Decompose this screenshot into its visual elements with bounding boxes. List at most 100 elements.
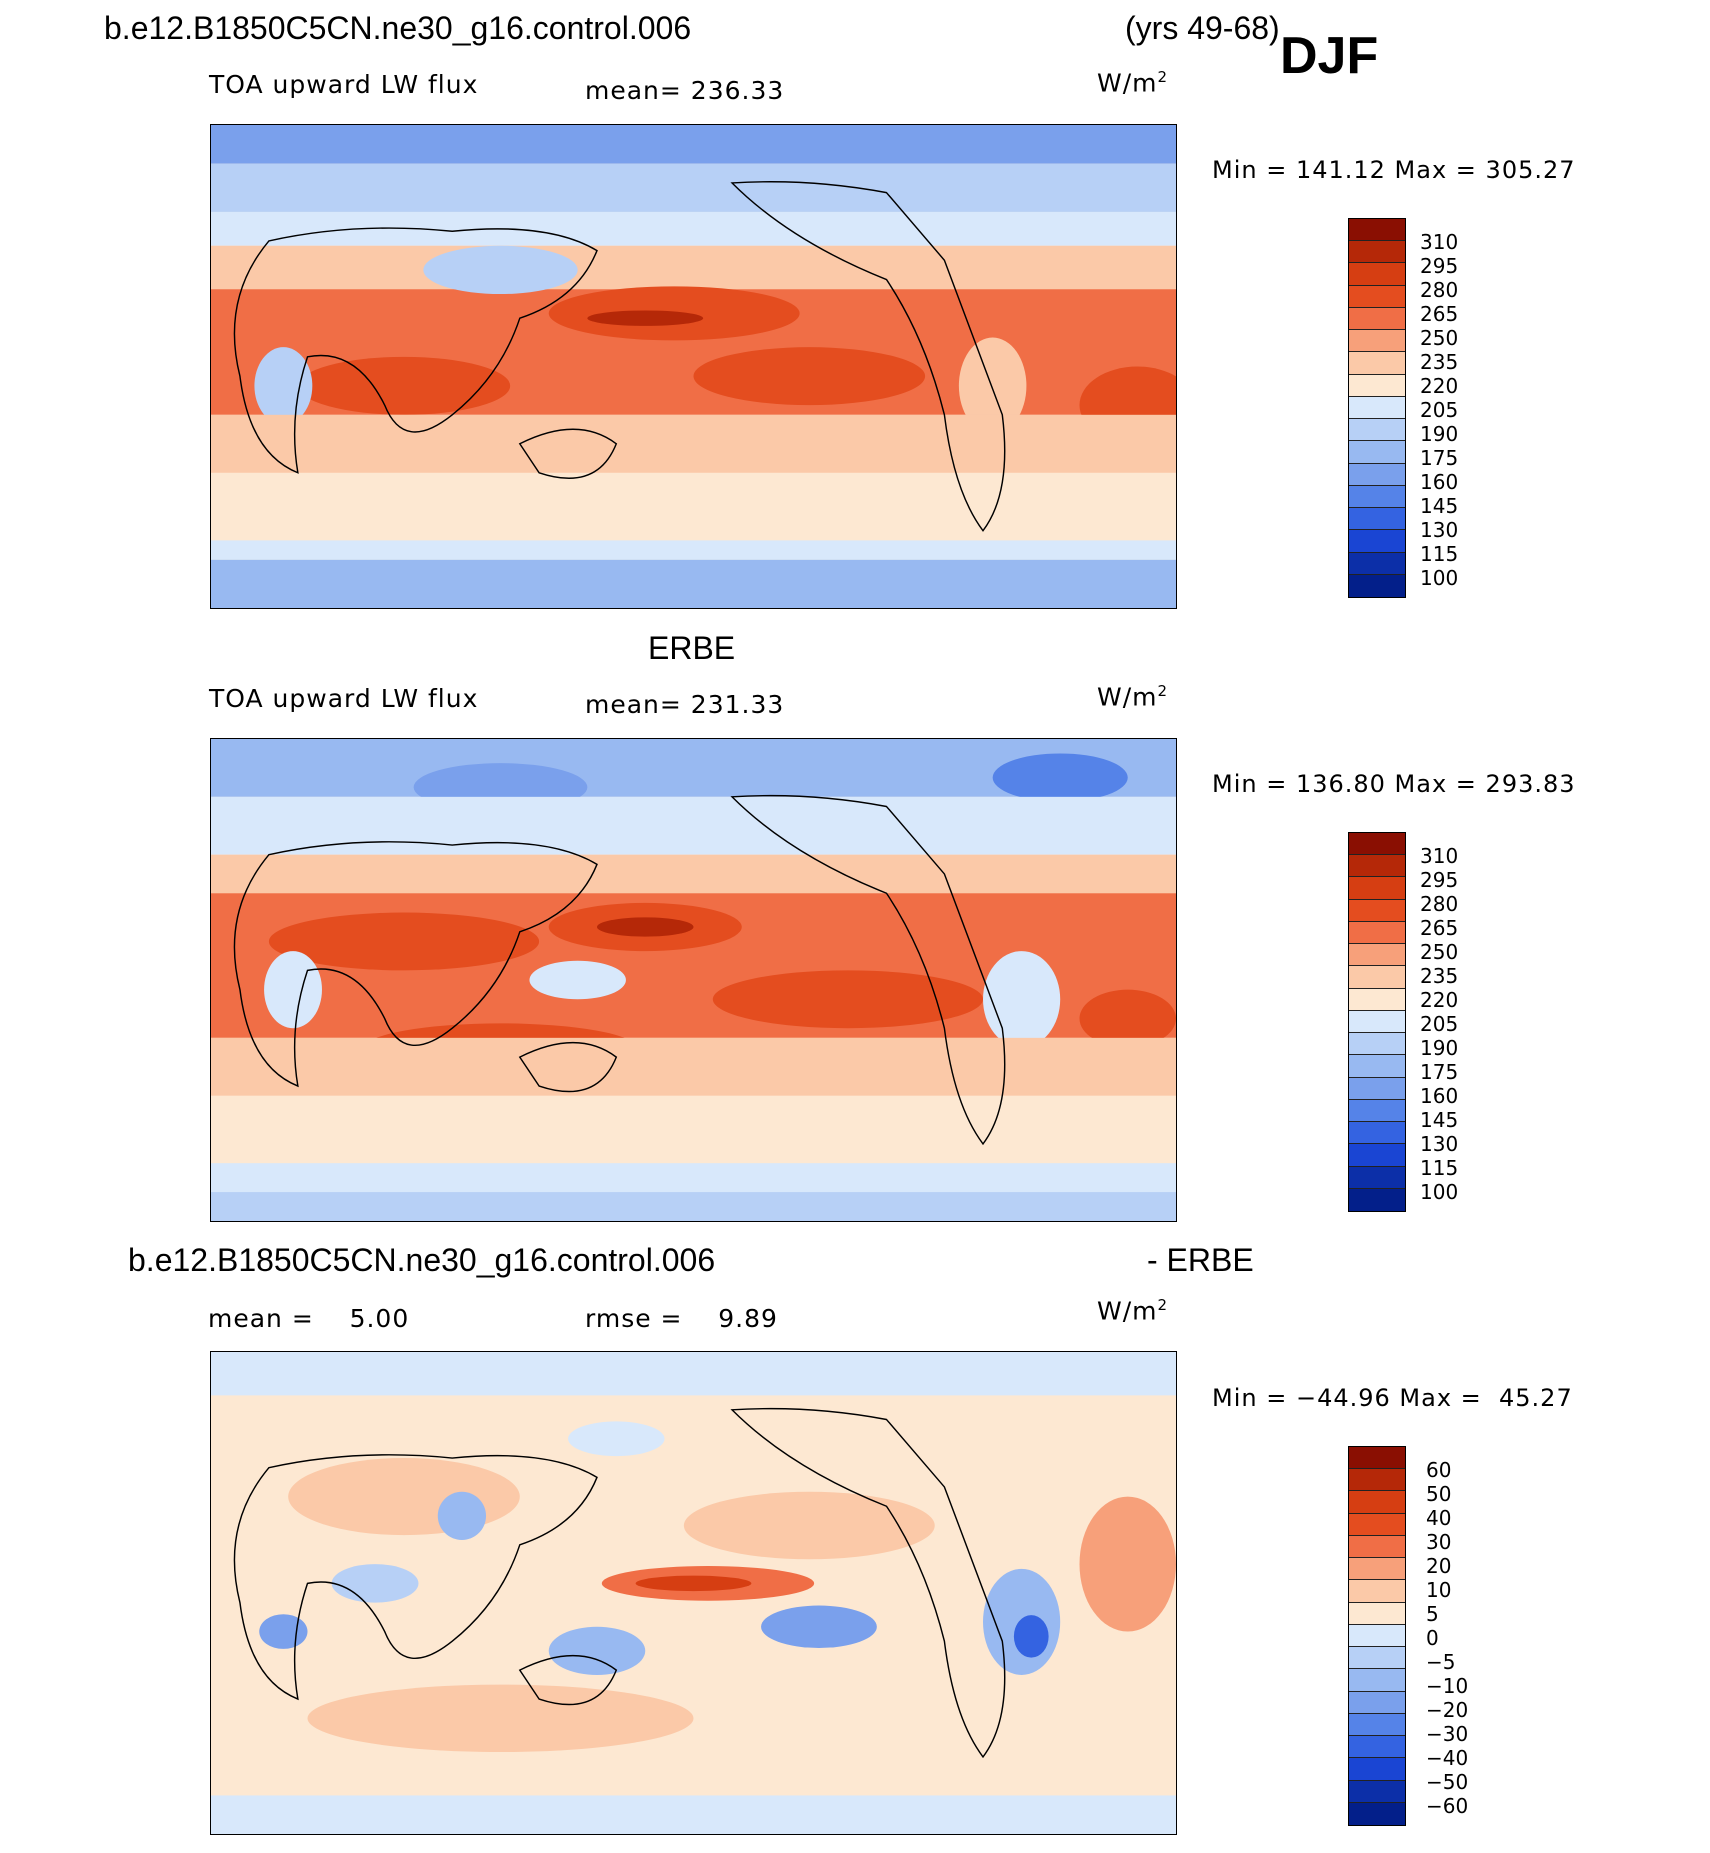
colorbar-tick: 160 [1420,1084,1459,1108]
panel2-map [210,738,1177,1222]
colorbar-tick: 250 [1420,940,1459,964]
colorbar-swatch [1349,307,1405,331]
colorbar-tick: 100 [1420,1180,1459,1204]
colorbar-swatch [1349,508,1405,531]
colorbar-swatch [1349,988,1405,1011]
panel1-minmax: Min = 141.12 Max = 305.27 [1212,156,1576,184]
colorbar-tick: 205 [1420,398,1459,422]
colorbar-swatch [1349,552,1405,575]
colorbar-tick: 160 [1420,470,1459,494]
colorbar-tick: 265 [1420,302,1459,326]
panel3-units: W/m2 [1097,1296,1169,1326]
colorbar-swatch [1349,485,1405,509]
colorbar-tick: 190 [1420,1036,1459,1060]
colorbar-tick: 5 [1426,1602,1439,1626]
panel3-minmax: Min = −44.96 Max = 45.27 [1212,1384,1573,1412]
colorbar-swatch [1349,1010,1405,1034]
panel1-colorbar-labels: 310 295 280 265 250 235 220 205 190 175 … [1420,230,1458,590]
panel2-colorbar-labels: 310 295 280 265 250 235 220 205 190 175 … [1420,844,1458,1204]
panel3-colorbar [1348,1446,1406,1826]
colorbar-tick: 175 [1420,1060,1459,1084]
colorbar-tick: 60 [1426,1458,1452,1482]
colorbar-swatch [1349,1188,1405,1211]
panel3-map [210,1351,1177,1835]
colorbar-tick: −40 [1426,1746,1469,1770]
colorbar-tick: 130 [1420,1132,1459,1156]
panel3-rmse: rmse = 9.89 [585,1304,778,1333]
colorbar-tick: 250 [1420,326,1459,350]
colorbar-swatch [1349,966,1405,989]
colorbar-swatch [1349,1624,1405,1648]
colorbar-swatch [1349,352,1405,375]
colorbar-swatch [1349,396,1405,420]
colorbar-tick: 280 [1420,278,1459,302]
season-label: DJF [1280,27,1379,85]
colorbar-swatch [1349,374,1405,397]
colorbar-swatch [1349,1802,1405,1825]
panel3-mean: mean = 5.00 [208,1304,410,1333]
panel2-mean: mean= 231.33 [585,690,785,719]
panel2-title: ERBE [648,630,736,666]
colorbar-tick: 145 [1420,494,1459,518]
colorbar-swatch [1349,833,1405,856]
panel1-units: W/m2 [1097,68,1169,98]
colorbar-tick: 145 [1420,1108,1459,1132]
colorbar-swatch [1349,1535,1405,1559]
colorbar-swatch [1349,1602,1405,1625]
colorbar-tick: 115 [1420,542,1459,566]
colorbar-tick: 265 [1420,916,1459,940]
colorbar-tick: 310 [1420,844,1459,868]
colorbar-tick: 235 [1420,350,1459,374]
panel1-mean: mean= 236.33 [585,76,785,105]
colorbar-swatch [1349,1491,1405,1514]
years-label: (yrs 49-68) [1125,10,1280,46]
colorbar-swatch [1349,1447,1405,1470]
colorbar-swatch [1349,241,1405,264]
colorbar-swatch [1349,1647,1405,1670]
colorbar-tick: 220 [1420,988,1459,1012]
colorbar-swatch [1349,1513,1405,1536]
colorbar-swatch [1349,419,1405,442]
colorbar-swatch [1349,219,1405,242]
panel2-variable: TOA upward LW flux [209,684,479,713]
colorbar-swatch [1349,1099,1405,1123]
colorbar-tick: 50 [1426,1482,1452,1506]
colorbar-swatch [1349,1122,1405,1145]
colorbar-tick: 190 [1420,422,1459,446]
colorbar-swatch [1349,1691,1405,1714]
colorbar-tick: 175 [1420,446,1459,470]
panel1-colorbar [1348,218,1406,598]
colorbar-tick: 0 [1426,1626,1439,1650]
colorbar-swatch [1349,463,1405,486]
colorbar-tick: 10 [1426,1578,1452,1602]
colorbar-swatch [1349,574,1405,597]
colorbar-swatch [1349,1669,1405,1692]
colorbar-swatch [1349,1758,1405,1781]
colorbar-tick: −5 [1426,1650,1456,1674]
colorbar-swatch [1349,530,1405,553]
colorbar-swatch [1349,1055,1405,1078]
colorbar-tick: 115 [1420,1156,1459,1180]
colorbar-tick: −10 [1426,1674,1469,1698]
colorbar-tick: −30 [1426,1722,1469,1746]
colorbar-swatch [1349,441,1405,464]
colorbar-tick: 100 [1420,566,1459,590]
colorbar-tick: 235 [1420,964,1459,988]
colorbar-tick: 310 [1420,230,1459,254]
colorbar-tick: 295 [1420,868,1459,892]
colorbar-swatch [1349,877,1405,900]
colorbar-tick: −60 [1426,1794,1469,1818]
colorbar-tick: 130 [1420,518,1459,542]
panel3-colorbar-labels: 60 50 40 30 20 10 5 0 −5 −10 −20 −30 −40… [1426,1458,1468,1818]
colorbar-swatch [1349,1077,1405,1100]
colorbar-swatch [1349,1144,1405,1167]
colorbar-swatch [1349,1580,1405,1603]
colorbar-swatch [1349,330,1405,353]
colorbar-swatch [1349,1033,1405,1056]
panel2-colorbar [1348,832,1406,1212]
colorbar-swatch [1349,1736,1405,1759]
panel1-map [210,124,1177,609]
colorbar-tick: 295 [1420,254,1459,278]
colorbar-swatch [1349,899,1405,922]
panel2-units: W/m2 [1097,682,1169,712]
